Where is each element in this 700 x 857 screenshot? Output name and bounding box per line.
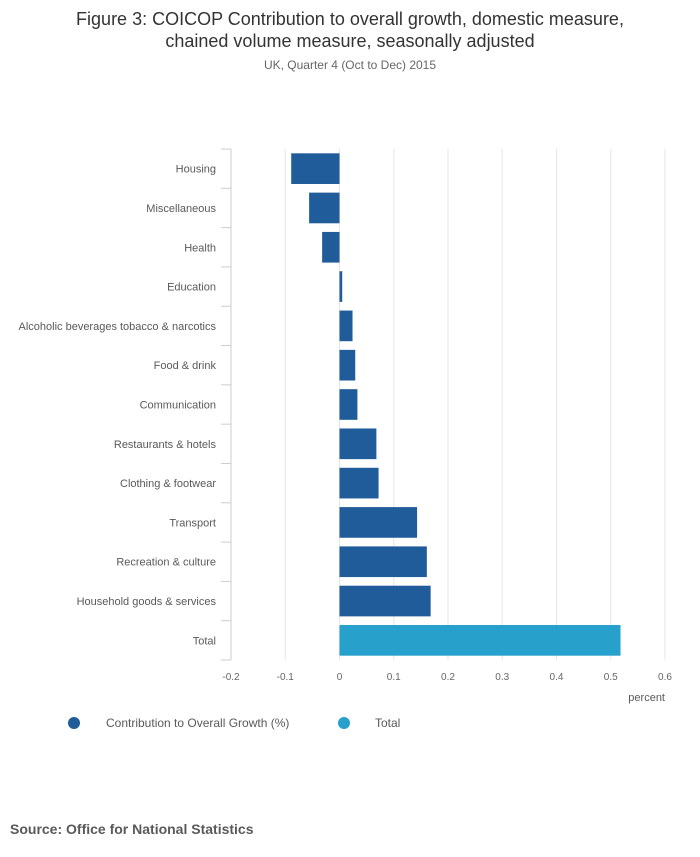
category-label: Recreation & culture	[116, 557, 216, 569]
bar	[339, 625, 621, 656]
x-tick-label: 0.1	[387, 672, 401, 683]
category-label: Total	[193, 635, 216, 647]
category-label: Communication	[140, 400, 216, 412]
bar	[339, 349, 356, 381]
bar	[322, 231, 340, 263]
category-label: Miscellaneous	[146, 203, 216, 215]
x-tick-label: -0.1	[277, 672, 295, 683]
bar	[339, 271, 343, 302]
category-label: Food & drink	[154, 360, 217, 372]
category-label: Education	[167, 282, 216, 294]
bar	[339, 428, 377, 460]
category-label: Health	[184, 242, 216, 254]
bar	[339, 389, 358, 420]
legend-series-label: Contribution to Overall Growth (%)	[106, 716, 290, 730]
x-tick-label: 0.3	[495, 672, 509, 683]
x-tick-label: 0.4	[550, 672, 564, 683]
source-note: Source: Office for National Statistics	[10, 821, 254, 837]
bar	[339, 546, 427, 578]
category-label: Clothing & footwear	[120, 478, 216, 490]
x-tick-label: 0.6	[658, 672, 672, 683]
legend-total-label: Total	[375, 716, 401, 730]
legend-total-marker	[338, 717, 350, 729]
chart-title-line-1: Figure 3: COICOP Contribution to overall…	[76, 9, 624, 29]
x-axis-label: percent	[628, 692, 665, 704]
category-label: Housing	[176, 164, 216, 176]
x-tick-label: 0	[337, 672, 343, 683]
bar	[339, 507, 418, 538]
category-label: Alcoholic beverages tobacco & narcotics	[19, 321, 217, 333]
bar	[339, 585, 431, 617]
legend-series-marker	[68, 717, 80, 729]
x-tick-label: -0.2	[222, 672, 240, 683]
x-tick-label: 0.2	[441, 672, 455, 683]
x-tick-label: 0.5	[604, 672, 618, 683]
bar	[291, 153, 340, 184]
chart-title-line-2: chained volume measure, seasonally adjus…	[165, 31, 535, 51]
bar	[339, 310, 353, 342]
chart-title: Figure 3: COICOP Contribution to overall…	[0, 8, 700, 52]
category-label: Restaurants & hotels	[114, 439, 217, 451]
category-label: Household goods & services	[77, 596, 217, 608]
bar	[309, 192, 340, 224]
category-label: Transport	[169, 517, 216, 529]
chart-subtitle: UK, Quarter 4 (Oct to Dec) 2015	[263, 58, 437, 72]
bar	[339, 467, 379, 499]
